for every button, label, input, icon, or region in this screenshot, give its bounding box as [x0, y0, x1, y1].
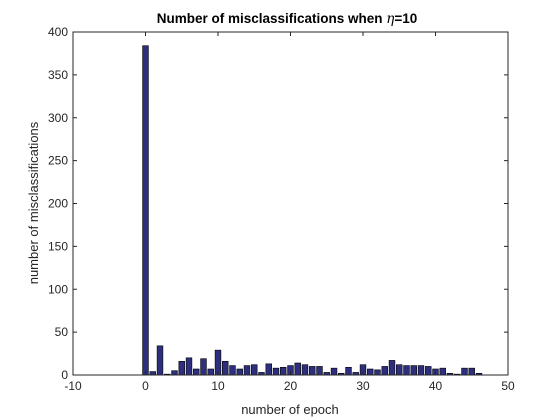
- bar-epoch-37: [410, 365, 417, 376]
- bar-epoch-33: [381, 366, 388, 376]
- bar-epoch-18: [272, 367, 280, 376]
- x-axis-label: number of epoch: [241, 402, 339, 417]
- y-tick-label: 200: [48, 197, 68, 211]
- bar-epoch-45: [468, 367, 475, 376]
- bar-epoch-14: [243, 365, 251, 376]
- plot-area-frame: [72, 31, 509, 376]
- y-tick-label: 400: [48, 25, 68, 39]
- y-tick-label: 0: [61, 368, 68, 382]
- y-tick-label: 50: [55, 325, 69, 339]
- bar-epoch-13: [236, 368, 243, 376]
- bar-epoch-22: [301, 364, 309, 376]
- bar-epoch-34: [388, 360, 396, 376]
- chart-title: Number of misclassifications when η=10: [157, 11, 418, 27]
- x-tick-label: 0: [142, 379, 149, 393]
- bar-epoch-8: [200, 358, 207, 376]
- bar-epoch-5: [178, 360, 185, 376]
- x-tick-label: 50: [501, 379, 515, 393]
- bar-epoch-7: [193, 368, 200, 376]
- bar-epoch-39: [425, 366, 432, 376]
- bar-epoch-35: [396, 364, 403, 376]
- bar-epoch-31: [367, 368, 374, 376]
- bar-epoch-4: [171, 370, 178, 376]
- bar-epoch-2: [156, 345, 164, 376]
- bar-epoch-0: [142, 45, 149, 376]
- bar-epoch-26: [330, 367, 338, 376]
- chart-title-prefix: Number of misclassifications when: [157, 11, 387, 26]
- x-tick-label: 40: [429, 379, 443, 393]
- bar-epoch-1: [149, 371, 156, 376]
- bar-epoch-28: [345, 366, 352, 376]
- bar-epoch-36: [403, 365, 410, 376]
- bar-epoch-17: [265, 363, 272, 376]
- x-tick-label: -10: [64, 379, 82, 393]
- bar-epoch-38: [417, 365, 425, 376]
- x-tick-label: 10: [211, 379, 225, 393]
- y-tick-label: 100: [48, 282, 68, 296]
- bar-epoch-23: [309, 366, 316, 376]
- bars-group: [142, 45, 483, 376]
- bar-epoch-12: [229, 365, 236, 376]
- chart-title-suffix: =10: [394, 11, 417, 26]
- bar-epoch-41: [439, 367, 446, 376]
- chart-title-eta-symbol: η: [386, 11, 394, 27]
- bar-epoch-44: [461, 367, 468, 376]
- bar-epoch-32: [374, 369, 381, 376]
- bar-epoch-6: [185, 357, 193, 376]
- y-tick-label: 350: [48, 68, 68, 82]
- y-tick-label: 300: [48, 111, 68, 125]
- bar-epoch-15: [251, 364, 258, 376]
- x-tick-label: 20: [284, 379, 298, 393]
- y-axis-label: number of misclassifications: [26, 121, 41, 284]
- bar-epoch-19: [280, 366, 287, 376]
- y-tick-label: 250: [48, 154, 68, 168]
- y-tick-label: 150: [48, 239, 68, 253]
- bar-epoch-21: [294, 362, 301, 376]
- bar-epoch-11: [222, 360, 229, 376]
- x-tick-label: 30: [356, 379, 370, 393]
- bar-epoch-9: [207, 368, 214, 376]
- bar-epoch-24: [316, 366, 323, 376]
